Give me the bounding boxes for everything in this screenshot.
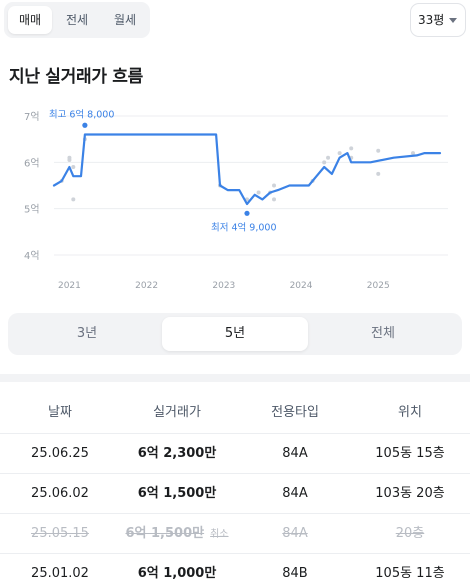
- row-location: 105동 11층: [375, 566, 445, 581]
- max-point-marker: [82, 122, 88, 128]
- y-tick-label: 5억: [24, 204, 40, 216]
- x-tick-label: 2025: [367, 281, 390, 291]
- tab-3-years[interactable]: 3년: [76, 326, 98, 341]
- row-date: 25.06.25: [31, 446, 89, 461]
- section-divider: [0, 374, 470, 382]
- trade-point: [256, 190, 261, 195]
- row-date: 25.05.15: [31, 526, 89, 541]
- period-tabs: 3년 5년 전체: [8, 313, 462, 355]
- row-date: 25.01.02: [31, 566, 89, 581]
- row-type: 84A: [282, 486, 308, 501]
- table-row[interactable]: 25.06.02 6억 1,500만 84A 103동 20층: [0, 474, 470, 514]
- row-price-cell: 6억 1,500만 취소: [112, 514, 242, 555]
- tab-all[interactable]: 전체: [371, 326, 395, 341]
- trade-point: [272, 183, 277, 188]
- table-row-cancelled[interactable]: 25.05.15 6억 1,500만 취소 84A 20층: [0, 514, 470, 554]
- price-trend-chart: 4억 5억 6억 7억 2021 2022 2023 2024 2025 최고 6억 8,000 최…: [24, 108, 448, 291]
- chevron-down-icon: [449, 18, 457, 23]
- tab-monthly-rent[interactable]: 월세: [113, 13, 137, 27]
- trade-point: [322, 160, 327, 165]
- trade-point: [71, 197, 76, 202]
- row-type: 84A: [282, 446, 308, 461]
- y-tick-label: 6억: [24, 157, 40, 169]
- row-type: 84A: [282, 526, 308, 541]
- table-row[interactable]: 25.01.02 6억 1,000만 84B 105동 11층: [0, 554, 470, 587]
- row-date: 25.06.02: [31, 486, 89, 501]
- header-price: 실거래가: [153, 405, 201, 420]
- row-price: 6억 2,300만: [137, 446, 217, 461]
- tab-5-years[interactable]: 5년: [162, 317, 308, 351]
- table-row[interactable]: 25.06.25 6억 2,300만 84A 105동 15층: [0, 434, 470, 474]
- min-point-marker: [244, 210, 250, 216]
- deal-type-tabs: 매매 전세 월세: [4, 2, 150, 38]
- x-tick-label: 2021: [58, 281, 81, 291]
- tab-sale[interactable]: 매매: [8, 6, 52, 34]
- y-tick-label: 7억: [24, 111, 40, 123]
- min-price-label: 최저 4억 9,000: [211, 221, 277, 233]
- table-header: 날짜 실거래가 전용타입 위치: [0, 392, 470, 434]
- x-tick-label: 2024: [290, 281, 313, 291]
- tab-jeonse[interactable]: 전세: [65, 13, 89, 27]
- row-price: 6억 1,500만: [137, 486, 217, 501]
- header-type: 전용타입: [271, 405, 319, 420]
- header-date: 날짜: [48, 405, 72, 420]
- size-select[interactable]: 33평: [410, 3, 466, 37]
- row-type: 84B: [282, 566, 308, 581]
- y-tick-label: 4억: [24, 250, 40, 262]
- section-title: 지난 실거래가 흐름: [9, 67, 143, 87]
- trade-point: [67, 155, 72, 160]
- trade-point: [410, 151, 415, 156]
- top-bar: 매매 전세 월세 33평: [0, 0, 470, 40]
- trade-point: [376, 171, 381, 176]
- trade-point: [71, 164, 76, 169]
- row-price: 6억 1,500만: [125, 526, 205, 541]
- trade-point: [376, 148, 381, 153]
- header-location: 위치: [398, 405, 422, 420]
- price-trend-line: [52, 133, 442, 206]
- max-price-label: 최고 6억 8,000: [49, 108, 115, 120]
- size-select-value: 33평: [418, 13, 445, 27]
- row-price: 6억 1,000만: [137, 566, 217, 581]
- x-tick-label: 2023: [212, 281, 235, 291]
- cancelled-badge: 취소: [210, 529, 229, 540]
- transactions-table: 날짜 실거래가 전용타입 위치 25.06.25 6억 2,300만 84A 1…: [0, 392, 470, 587]
- trade-point: [272, 197, 277, 202]
- trade-point: [337, 151, 342, 156]
- row-location: 105동 15층: [375, 446, 445, 461]
- row-location: 20층: [395, 526, 425, 541]
- trade-point: [326, 155, 331, 160]
- row-location: 103동 20층: [375, 486, 445, 501]
- x-tick-label: 2022: [135, 281, 158, 291]
- trade-point: [349, 146, 354, 151]
